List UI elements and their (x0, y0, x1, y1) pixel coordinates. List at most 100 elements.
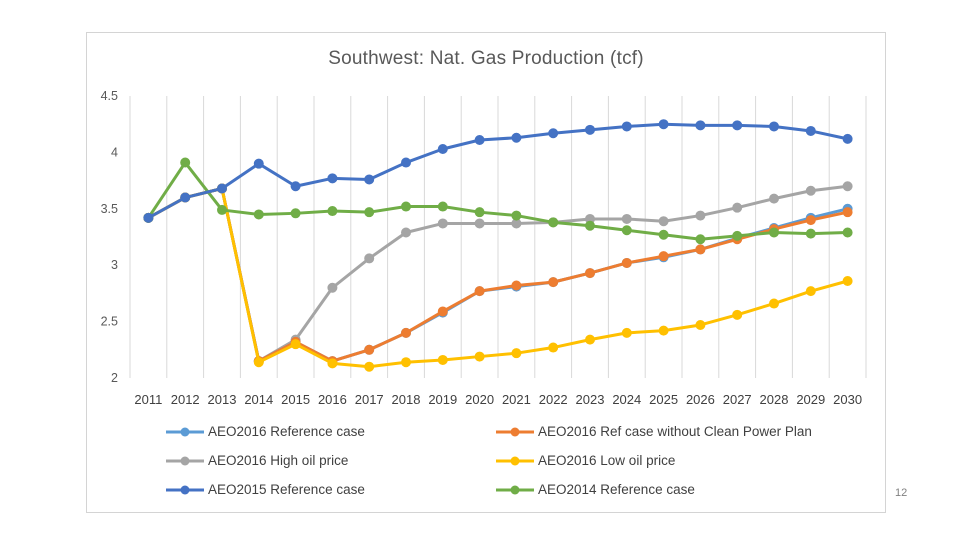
data-point (474, 218, 485, 229)
y-tick-label: 4.5 (101, 89, 118, 103)
data-point (437, 218, 448, 229)
x-tick-label: 2030 (833, 392, 862, 407)
data-point (732, 230, 743, 241)
data-point (364, 344, 375, 355)
y-tick-label: 4 (111, 145, 118, 159)
data-point (474, 207, 485, 218)
data-point (364, 361, 375, 372)
data-point (621, 327, 632, 338)
data-point (732, 309, 743, 320)
data-point (364, 174, 375, 185)
data-point (695, 120, 706, 131)
data-point (511, 210, 522, 221)
data-point (180, 192, 191, 203)
data-point (253, 209, 264, 220)
data-point (842, 133, 853, 144)
data-point (511, 280, 522, 291)
y-tick-label: 2.5 (101, 315, 118, 329)
data-point (290, 339, 301, 350)
x-tick-label: 2023 (576, 392, 605, 407)
y-tick-label: 3.5 (101, 202, 118, 216)
data-point (401, 327, 411, 338)
legend-label: AEO2015 Reference case (208, 482, 365, 497)
x-tick-label: 2011 (134, 392, 162, 407)
legend-label: AEO2016 Ref case without Clean Power Pla… (538, 424, 812, 439)
x-tick-label: 2018 (392, 392, 421, 407)
x-tick-label: 2019 (428, 392, 457, 407)
legend-item: AEO2016 High oil price (166, 453, 348, 468)
data-point (842, 227, 853, 238)
x-tick-label: 2025 (649, 392, 678, 407)
chart-frame (86, 32, 886, 513)
legend-item: AEO2015 Reference case (166, 482, 365, 497)
data-point (217, 183, 227, 194)
series-line (147, 161, 848, 241)
data-point (401, 201, 411, 212)
legend-label: AEO2016 Low oil price (538, 453, 676, 468)
data-point (327, 282, 338, 293)
data-point (290, 208, 301, 219)
x-tick-label: 2012 (171, 392, 200, 407)
x-tick-label: 2027 (723, 392, 752, 407)
x-tick-label: 2024 (612, 392, 641, 407)
data-point (437, 354, 448, 365)
data-point (327, 358, 338, 369)
legend-label: AEO2016 Reference case (208, 424, 365, 439)
data-point (695, 319, 706, 330)
legend-item: AEO2016 Reference case (166, 424, 365, 439)
page-number: 12 (895, 487, 908, 499)
data-point (805, 228, 816, 239)
legend-label: AEO2014 Reference case (538, 482, 695, 497)
data-point (217, 204, 227, 215)
data-point (437, 201, 448, 212)
data-point (327, 173, 338, 184)
x-tick-label: 2015 (281, 392, 310, 407)
data-point (364, 253, 375, 264)
data-point (585, 124, 595, 135)
series-line (147, 186, 848, 369)
data-point (842, 181, 853, 192)
data-point (658, 251, 669, 262)
data-point (364, 207, 375, 218)
x-tick-label: 2028 (760, 392, 789, 407)
legend-swatch (166, 455, 204, 467)
legend-swatch (166, 426, 204, 438)
data-point (548, 128, 559, 139)
data-point (585, 334, 595, 345)
data-point (732, 120, 743, 131)
data-point (143, 212, 154, 223)
legend-label: AEO2016 High oil price (208, 453, 349, 468)
data-point (327, 206, 338, 217)
legend-item: AEO2016 Ref case without Clean Power Pla… (496, 424, 812, 439)
data-point (658, 229, 669, 240)
x-tick-label: 2029 (796, 392, 825, 407)
data-point (180, 157, 191, 168)
data-point (658, 325, 669, 336)
data-point (253, 357, 264, 368)
data-point (253, 158, 264, 169)
data-point (511, 132, 522, 143)
series-line (147, 122, 848, 220)
data-point (290, 181, 301, 192)
data-point (548, 277, 559, 288)
legend-item: AEO2016 Low oil price (496, 453, 675, 468)
x-tick-label: 2020 (465, 392, 494, 407)
data-point (474, 134, 485, 145)
data-point (842, 275, 853, 286)
x-tick-label: 2022 (539, 392, 568, 407)
data-point (695, 210, 706, 221)
data-point (695, 244, 706, 255)
data-point (437, 306, 448, 317)
data-point (769, 121, 779, 132)
data-point (769, 193, 779, 204)
x-tick-label: 2017 (355, 392, 384, 407)
data-point (805, 125, 816, 136)
data-point (621, 257, 632, 268)
x-tick-label: 2016 (318, 392, 347, 407)
data-point (437, 144, 448, 155)
x-tick-label: 2026 (686, 392, 715, 407)
legend-swatch (496, 426, 534, 438)
data-point (805, 286, 816, 297)
data-point (695, 234, 706, 245)
